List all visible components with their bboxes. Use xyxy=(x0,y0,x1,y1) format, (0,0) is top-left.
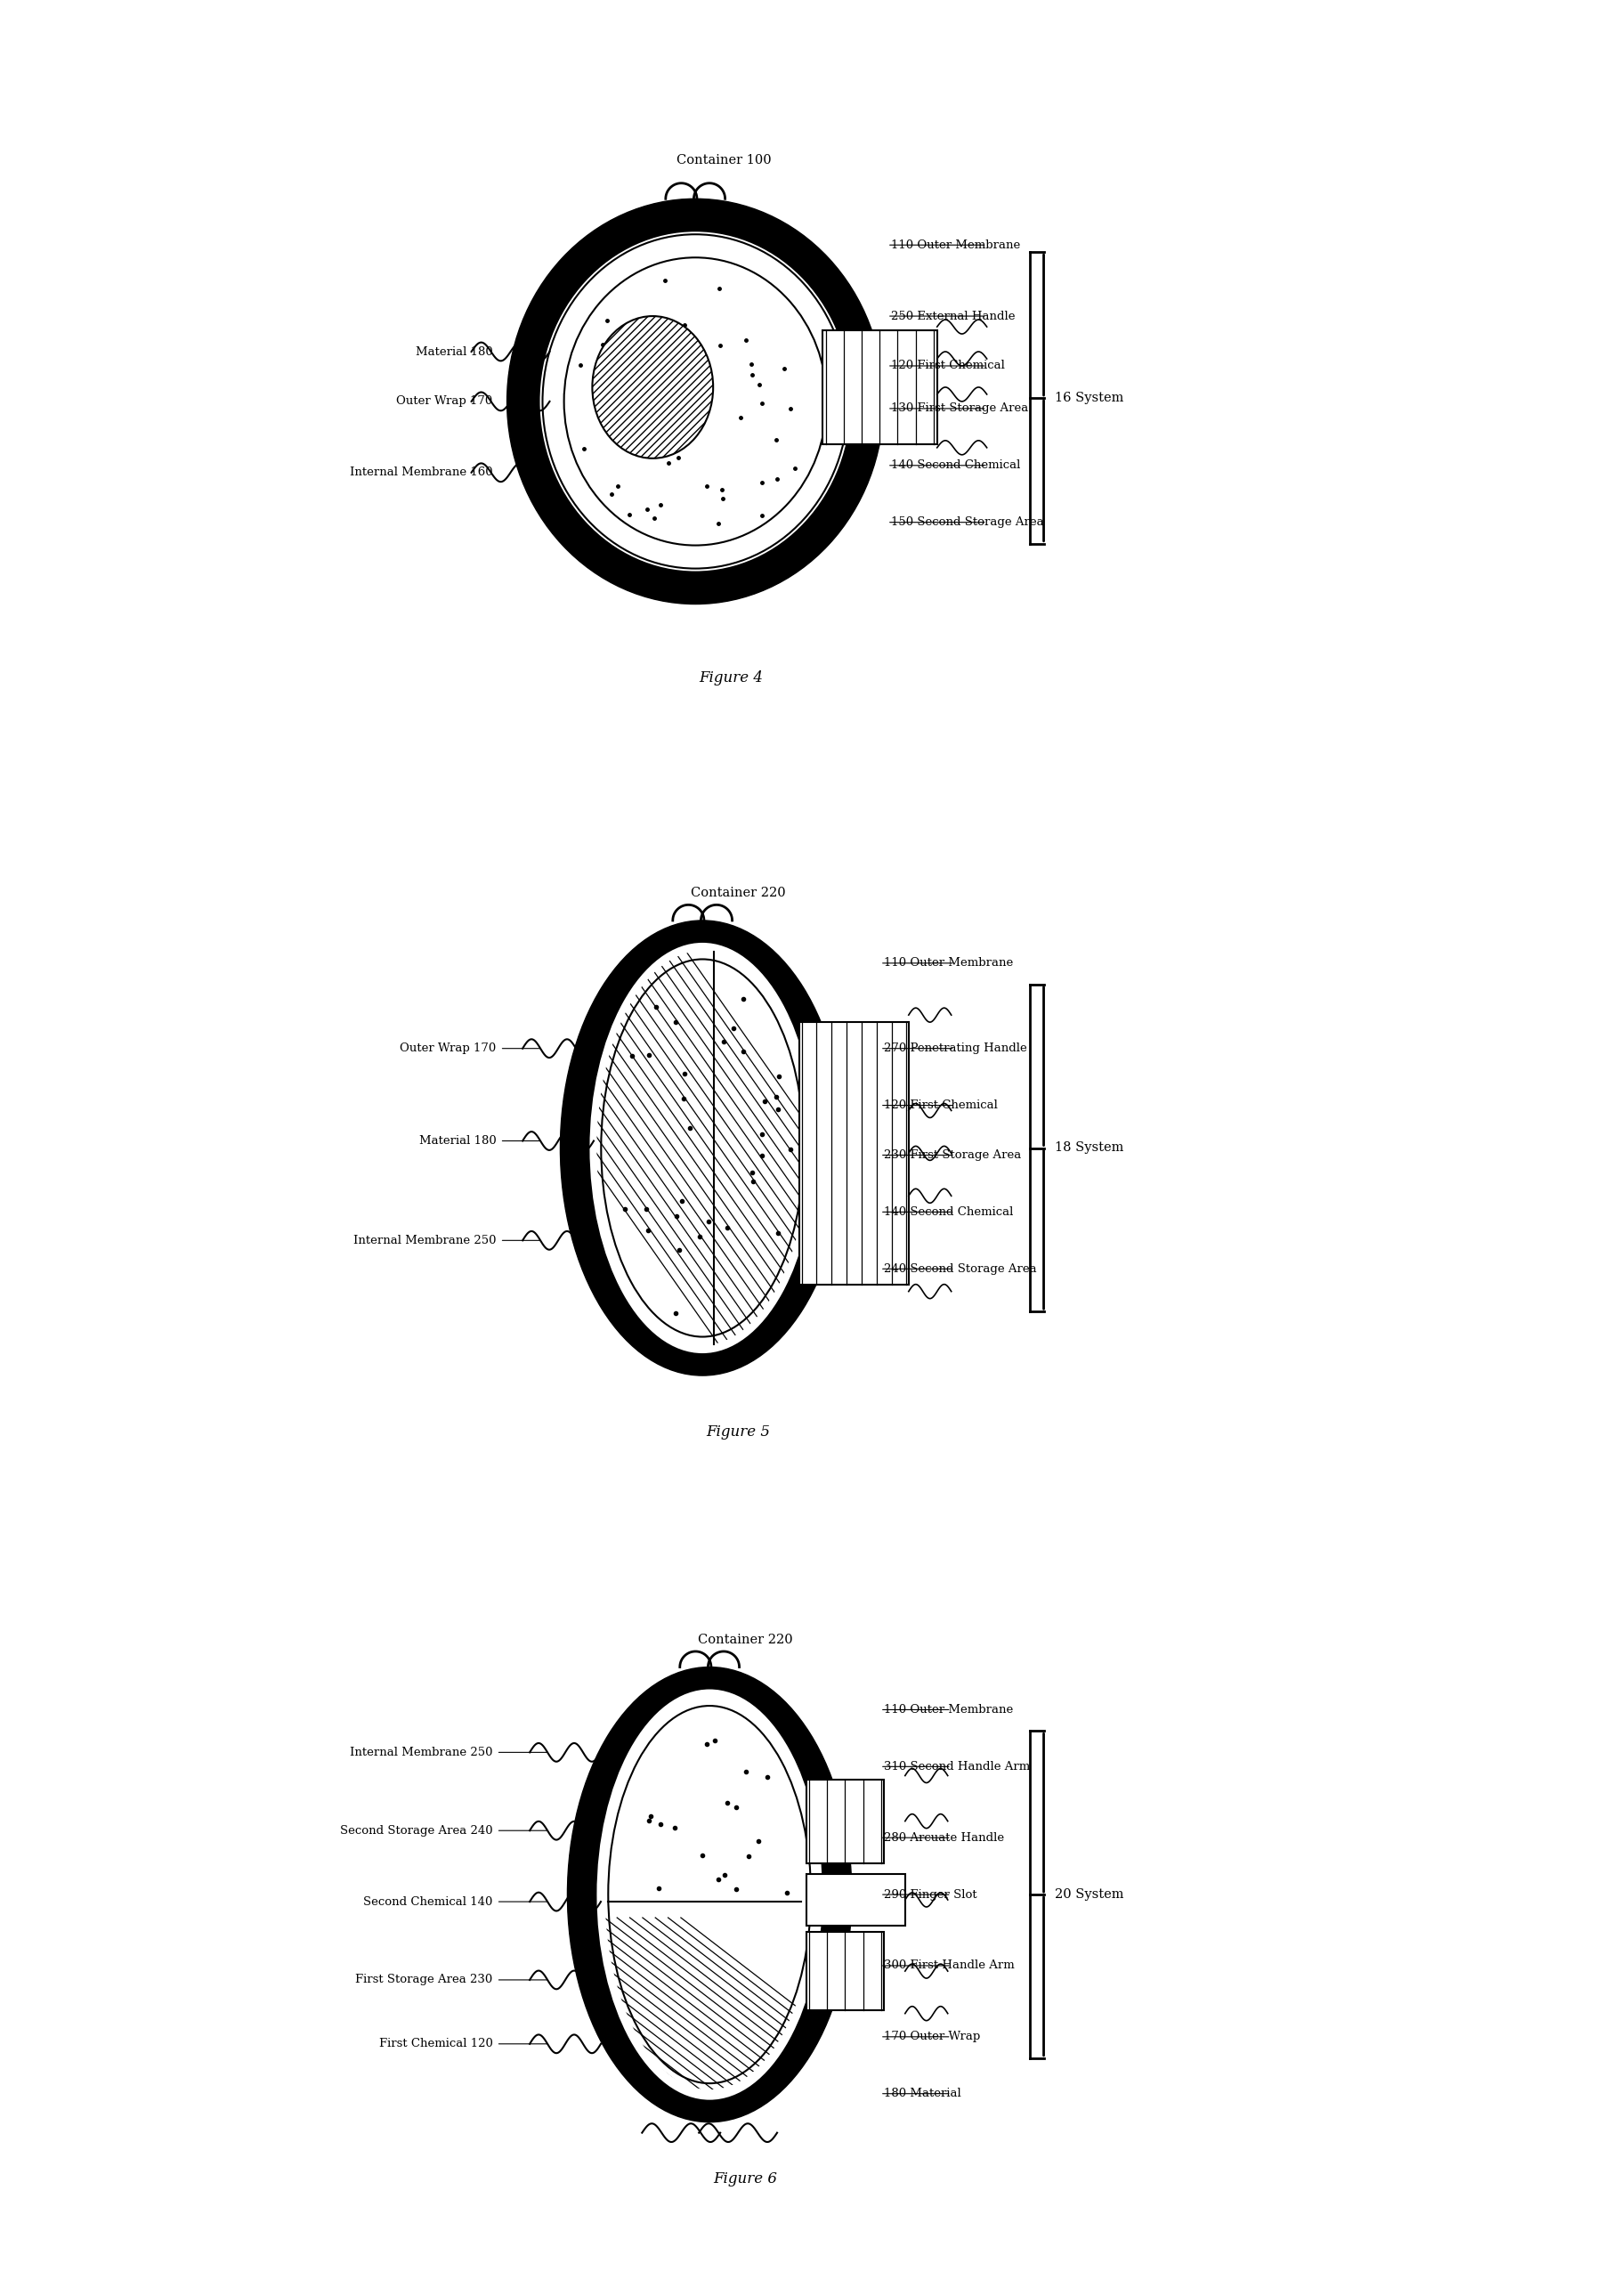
Text: 120 First Chemical: 120 First Chemical xyxy=(884,1100,998,1111)
Text: Outer Wrap 170: Outer Wrap 170 xyxy=(399,1042,496,1054)
Ellipse shape xyxy=(603,1694,816,2094)
Text: 230 First Storage Area: 230 First Storage Area xyxy=(884,1150,1022,1162)
Text: 310 Second Handle Arm: 310 Second Handle Arm xyxy=(884,1761,1030,1773)
Text: Second Chemical 140: Second Chemical 140 xyxy=(364,1896,492,1908)
Text: 170 Outer Wrap: 170 Outer Wrap xyxy=(884,2032,980,2043)
Text: Container 220: Container 220 xyxy=(691,886,786,900)
Text: 270 Penetrating Handle: 270 Penetrating Handle xyxy=(884,1042,1027,1054)
Text: 110 Outer Membrane: 110 Outer Membrane xyxy=(884,957,1014,969)
Text: Material 180: Material 180 xyxy=(415,347,492,358)
Bar xyxy=(799,1022,908,1283)
Text: 110 Outer Membrane: 110 Outer Membrane xyxy=(884,1704,1014,1715)
Bar xyxy=(807,1874,905,1926)
Text: 140 Second Chemical: 140 Second Chemical xyxy=(890,459,1020,471)
Text: Container 100: Container 100 xyxy=(677,154,772,168)
Ellipse shape xyxy=(560,921,845,1375)
Text: First Storage Area 230: First Storage Area 230 xyxy=(356,1975,492,1986)
Text: 280 Arcuate Handle: 280 Arcuate Handle xyxy=(884,1832,1004,1844)
Ellipse shape xyxy=(568,1667,852,2122)
Ellipse shape xyxy=(539,232,852,572)
Text: Second Storage Area 240: Second Storage Area 240 xyxy=(340,1825,492,1837)
Text: 300 First Handle Arm: 300 First Handle Arm xyxy=(884,1961,1014,1972)
Text: 130 First Storage Area: 130 First Storage Area xyxy=(890,402,1028,413)
Ellipse shape xyxy=(589,941,816,1355)
Text: 120 First Chemical: 120 First Chemical xyxy=(890,360,1004,372)
Text: 20 System: 20 System xyxy=(1054,1887,1123,1901)
Text: 16 System: 16 System xyxy=(1054,393,1123,404)
Text: Figure 6: Figure 6 xyxy=(714,2172,778,2186)
Text: Figure 4: Figure 4 xyxy=(699,670,764,687)
Text: Internal Membrane 250: Internal Membrane 250 xyxy=(353,1235,496,1247)
Text: First Chemical 120: First Chemical 120 xyxy=(379,2039,492,2050)
Text: 240 Second Storage Area: 240 Second Storage Area xyxy=(884,1263,1036,1274)
Text: 250 External Handle: 250 External Handle xyxy=(890,310,1015,321)
Ellipse shape xyxy=(595,1688,823,2101)
Text: 180 Material: 180 Material xyxy=(884,2087,961,2099)
Ellipse shape xyxy=(595,946,810,1350)
Bar xyxy=(807,1779,884,1862)
Bar xyxy=(823,331,937,443)
Text: Internal Membrane 160: Internal Membrane 160 xyxy=(350,466,492,478)
Ellipse shape xyxy=(507,200,884,604)
Text: 110 Outer Membrane: 110 Outer Membrane xyxy=(890,239,1020,250)
Bar xyxy=(807,1933,884,2009)
Text: Figure 5: Figure 5 xyxy=(706,1424,770,1440)
Text: 290 Finger Slot: 290 Finger Slot xyxy=(884,1890,977,1901)
Text: 18 System: 18 System xyxy=(1054,1141,1123,1155)
Ellipse shape xyxy=(592,317,714,459)
Text: Container 220: Container 220 xyxy=(698,1632,792,1646)
Text: 140 Second Chemical: 140 Second Chemical xyxy=(884,1205,1014,1217)
Text: Outer Wrap 170: Outer Wrap 170 xyxy=(396,395,492,406)
Text: Material 180: Material 180 xyxy=(419,1134,496,1146)
Text: 150 Second Storage Area: 150 Second Storage Area xyxy=(890,517,1044,528)
Text: Internal Membrane 250: Internal Membrane 250 xyxy=(350,1747,492,1759)
